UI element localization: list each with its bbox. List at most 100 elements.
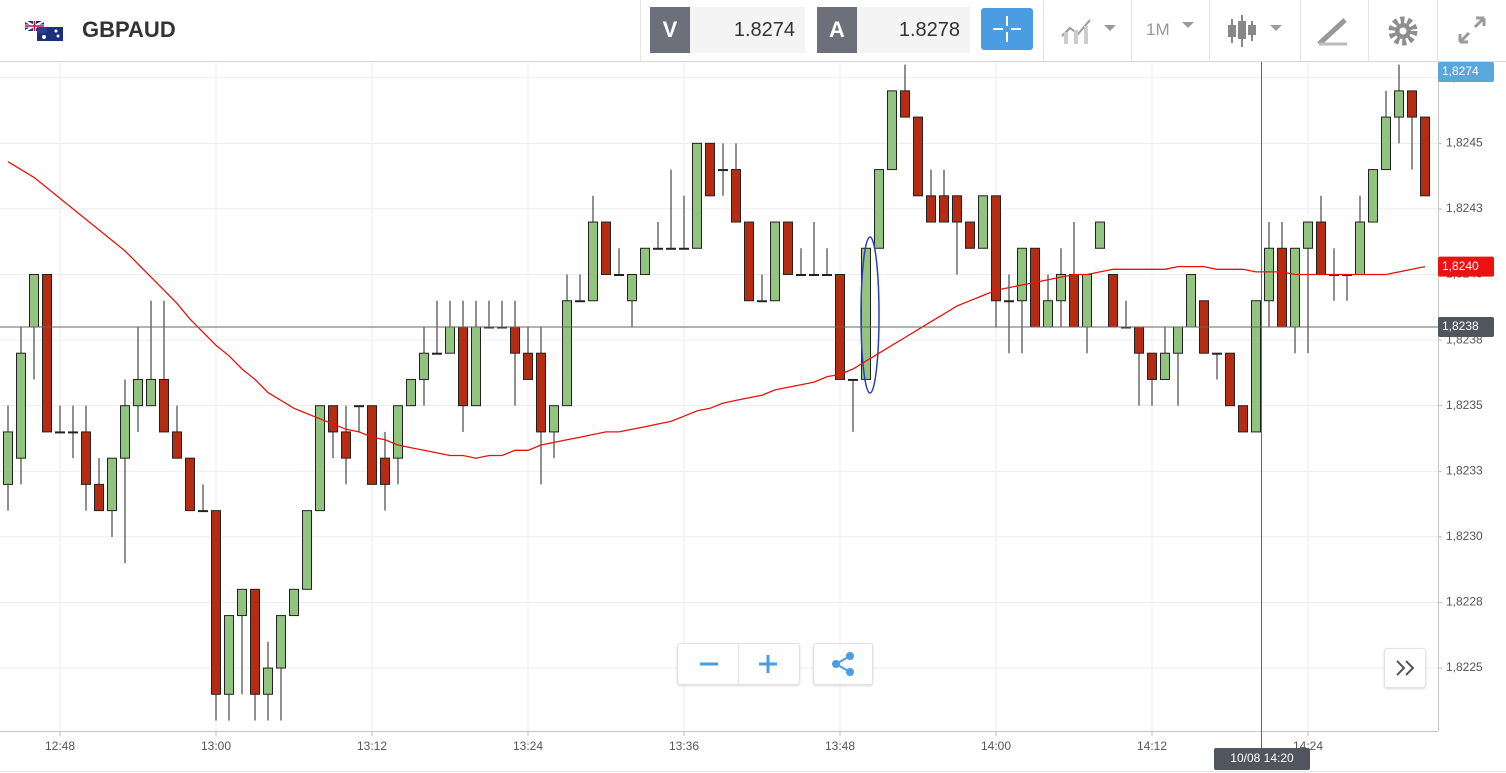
x-tick-label: 14:00	[981, 739, 1011, 753]
candle-body	[900, 90, 910, 118]
candle-body	[770, 221, 780, 302]
candle-body	[887, 90, 897, 171]
candle-body	[640, 247, 650, 276]
chart-type-button[interactable]	[1060, 16, 1120, 46]
ask-label: A	[817, 7, 857, 53]
candle-body	[224, 615, 234, 695]
candle-body	[185, 457, 195, 512]
zoom-icons	[700, 644, 777, 684]
candle-body	[393, 405, 403, 459]
candle-body	[1368, 169, 1378, 223]
dropdown-arrow	[1182, 22, 1194, 28]
candle-body	[328, 405, 338, 433]
candle-body	[406, 378, 416, 407]
candle-body	[367, 405, 377, 485]
y-tick-label: 1,8235	[1446, 398, 1483, 412]
candle-body	[1043, 300, 1053, 328]
candle-body	[42, 274, 52, 433]
candle-body	[1160, 352, 1170, 380]
scroll-end-button[interactable]	[1384, 648, 1426, 688]
ask-price[interactable]: 1.8278	[857, 7, 970, 53]
candle-body	[926, 195, 936, 223]
candle-body	[1095, 221, 1105, 249]
candle-body	[991, 195, 1001, 302]
candle-body	[874, 169, 884, 249]
candle-body	[1264, 247, 1274, 302]
crosshair-icon	[993, 16, 1021, 42]
y-tick-label: 1,8225	[1446, 660, 1483, 674]
candle-body	[692, 142, 702, 249]
ma-badge-text: 1,8240	[1442, 259, 1479, 273]
x-tick-label: 13:48	[825, 739, 855, 753]
candle-body	[549, 405, 559, 433]
candle-body	[1407, 90, 1417, 118]
toolbar: GBPAUD V 1.8274 A 1.8278 1M	[0, 0, 1506, 62]
bid-label: V	[650, 7, 690, 53]
candle-body	[1147, 352, 1157, 380]
settings-button[interactable]	[1386, 14, 1420, 48]
crosshair-time: 10/08 14:20	[1230, 751, 1294, 765]
y-tick-label: 1,8233	[1446, 463, 1483, 477]
y-tick-label: 1,8243	[1446, 201, 1483, 215]
candle-body	[965, 221, 975, 249]
candle-body	[94, 483, 104, 512]
candle-body	[757, 300, 767, 303]
candle-body	[198, 510, 208, 513]
candle-body	[614, 274, 624, 277]
candle-body	[237, 588, 247, 617]
fullscreen-button[interactable]	[1456, 14, 1488, 46]
candle-body	[1394, 90, 1404, 118]
candle-body	[419, 352, 429, 380]
price-badge	[1438, 62, 1494, 82]
candle-body	[848, 378, 858, 381]
candle-body	[562, 300, 572, 407]
candle-body	[731, 169, 741, 223]
candle-body	[55, 431, 65, 434]
candle-body	[822, 274, 832, 277]
candle-body	[1108, 274, 1118, 328]
x-tick-label: 12:48	[45, 739, 75, 753]
candle-body	[471, 326, 481, 407]
candle-body	[315, 405, 325, 512]
candle-body	[666, 247, 676, 250]
draw-button[interactable]	[1315, 14, 1351, 48]
candle-body	[952, 195, 962, 223]
candle-style-button[interactable]	[1226, 13, 1288, 49]
candle-body	[1186, 274, 1196, 328]
candle-body	[1173, 326, 1183, 354]
candle-body	[1303, 221, 1313, 249]
candle-body	[29, 274, 39, 328]
share-button[interactable]	[813, 643, 873, 685]
y-tick-label: 1,8228	[1446, 595, 1483, 609]
candle-body	[744, 221, 754, 302]
candle-body	[1134, 326, 1144, 354]
candle-body	[1004, 300, 1014, 303]
candle-body	[1212, 352, 1222, 355]
candle-body	[1017, 247, 1027, 302]
candle-body	[536, 352, 546, 433]
candle-body	[1056, 274, 1066, 302]
zoom-controls	[677, 643, 800, 685]
candle-body	[575, 300, 585, 303]
candle-body	[679, 247, 689, 250]
candle-body	[432, 352, 442, 355]
x-tick-label: 13:36	[669, 739, 699, 753]
candle-body	[1082, 274, 1092, 328]
timeframe[interactable]: 1M	[1146, 20, 1170, 39]
candle-body	[1316, 221, 1326, 276]
bid-price[interactable]: 1.8274	[690, 7, 805, 53]
candle-body	[913, 116, 923, 197]
candle-body	[263, 667, 273, 695]
candle-body	[172, 431, 182, 459]
x-tick-label: 13:00	[201, 739, 231, 753]
crosshair-button[interactable]	[981, 8, 1033, 50]
candles	[3, 64, 1430, 721]
candle-body	[1355, 221, 1365, 276]
candle-body	[159, 378, 169, 433]
price-badge-text: 1,8274	[1442, 64, 1479, 78]
x-tick-label: 14:12	[1137, 739, 1167, 753]
symbol: GBPAUD	[82, 17, 176, 42]
moving-average-line	[7, 161, 1426, 459]
